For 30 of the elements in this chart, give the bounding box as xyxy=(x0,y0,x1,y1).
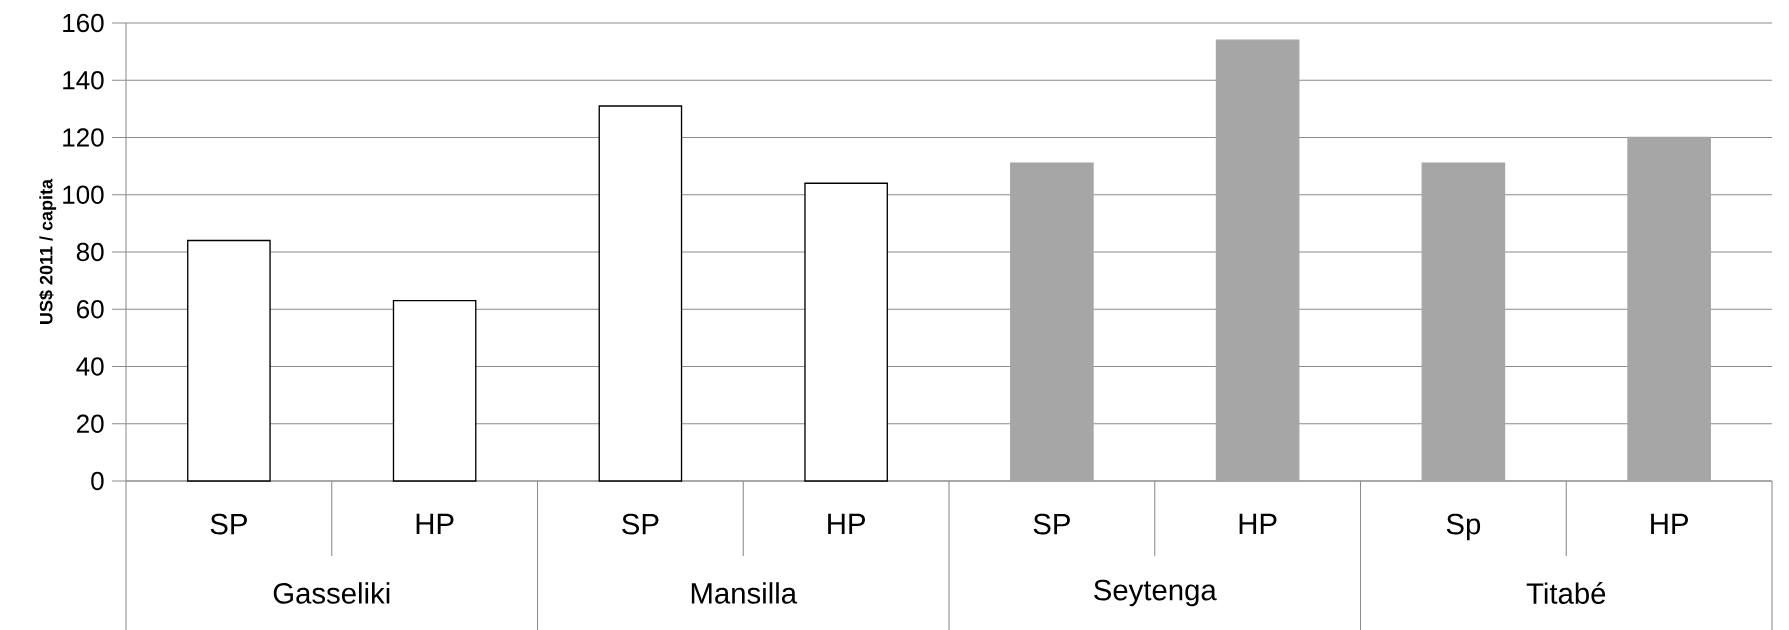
y-tick-label: 40 xyxy=(76,357,104,376)
bar xyxy=(1010,162,1094,482)
text: Seytenga xyxy=(1094,579,1217,607)
x-tick-label: SP xyxy=(210,513,247,535)
x-tick-label: HP xyxy=(1651,513,1688,534)
y-axis-title: US$ 2011 / capita xyxy=(39,178,57,324)
y-tick-label: 60 xyxy=(77,300,104,319)
y-tick-label: 140 xyxy=(63,71,104,90)
x-tick-label: HP xyxy=(828,513,865,534)
x-tick-label: Sp xyxy=(1446,513,1481,541)
x-tick-label: HP xyxy=(1239,513,1277,534)
x-tick-label: SP xyxy=(1033,513,1070,535)
bar xyxy=(1421,162,1506,482)
y-tick-label: 100 xyxy=(63,185,104,204)
bar xyxy=(1627,136,1711,482)
text: Gasseliki xyxy=(273,582,390,604)
y-tick-label: 120 xyxy=(63,128,104,147)
bar xyxy=(598,105,683,482)
y-tick-label: 20 xyxy=(77,414,104,433)
y-tick-label: 160 xyxy=(63,13,104,33)
text: Mansilla xyxy=(691,582,798,604)
text: Titabé xyxy=(1526,582,1606,604)
y-tick-label: 80 xyxy=(76,242,104,262)
x-tick-label: SP xyxy=(622,513,659,535)
bar xyxy=(1215,39,1300,482)
bar xyxy=(187,239,271,482)
bar xyxy=(804,182,888,482)
x-tick-label: HP xyxy=(416,513,454,534)
bar xyxy=(392,299,477,482)
y-tick-label: 0 xyxy=(91,471,104,491)
